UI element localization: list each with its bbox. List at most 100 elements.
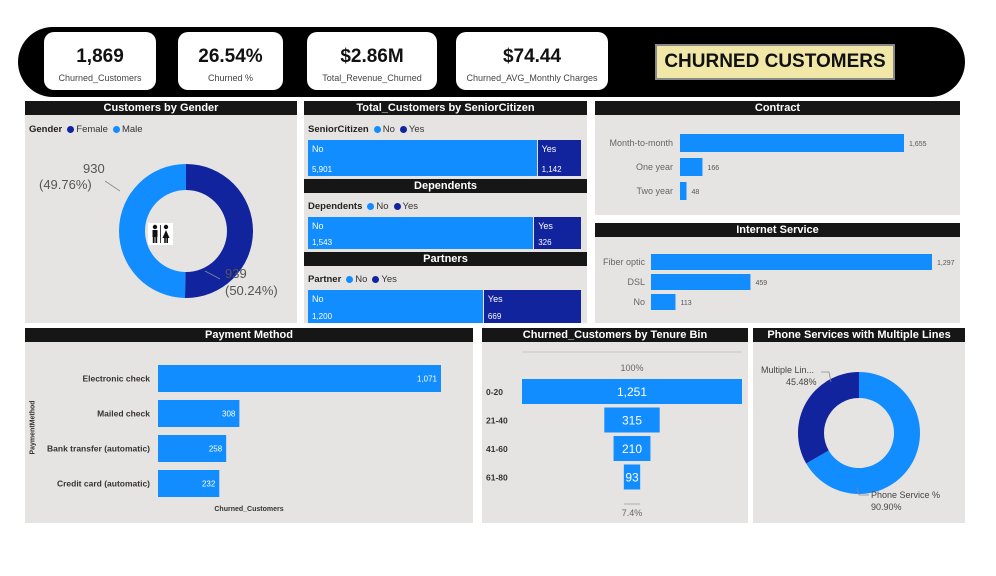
contract-bar-chart: Month-to-month 1,655 One year 166 Two year 48 <box>609 134 927 200</box>
restroom-icon <box>148 223 173 245</box>
legend-dot-yes <box>393 202 401 210</box>
panel-title: Phone Services with Multiple Lines <box>753 328 965 342</box>
male-pct-label: (49.76%) <box>39 177 92 192</box>
female-value-label: 939 <box>225 266 247 281</box>
funnel-category-label: 0-20 <box>486 387 503 397</box>
bar <box>651 254 932 270</box>
funnel-category-label: 61-80 <box>486 473 508 483</box>
kpi-label: Churned_Customers <box>58 73 142 83</box>
legend-dot-no <box>373 125 381 133</box>
bar <box>651 294 676 310</box>
legend-title: Gender <box>29 124 63 135</box>
tenure-funnel-chart: 100% 0-20 1,251 21-40 315 41-60 210 61-80 93 7.4% <box>486 351 742 518</box>
segment-value-label: 326 <box>538 238 552 247</box>
bar-value-label: 113 <box>680 300 691 307</box>
partners-stacked-bar: No 1,200 Yes 669 <box>308 290 582 323</box>
category-label: DSL <box>627 277 645 287</box>
bar-value-label: 48 <box>691 189 699 196</box>
leader-line-phone <box>856 487 869 496</box>
bar <box>158 470 220 497</box>
category-label: Two year <box>636 186 673 196</box>
kpi-label: Total_Revenue_Churned <box>322 73 422 83</box>
category-label: One year <box>636 162 673 172</box>
funnel-bar <box>604 407 660 433</box>
leader-line-multiple <box>821 371 832 383</box>
panel-title-partners: Partners <box>304 252 587 266</box>
y-axis-title: PaymentMethod <box>29 400 37 455</box>
donut-slice-female <box>184 164 254 298</box>
legend-no: No <box>355 274 368 285</box>
stacked-segment-yes: Yes 669 <box>483 290 581 323</box>
female-pct-label: (50.24%) <box>225 283 278 298</box>
payment-method-panel: Payment Method Electronic check 1,071 Mail… <box>25 328 473 523</box>
multiple-lines-value: 45.48% <box>786 377 817 387</box>
category-label: Month-to-month <box>609 138 673 148</box>
panel-title-dependents: Dependents <box>304 179 587 193</box>
funnel-value-label: 315 <box>622 414 642 428</box>
male-value-label: 930 <box>83 161 105 176</box>
funnel-category-label: 41-60 <box>486 444 508 454</box>
segment-category-label: No <box>312 144 324 154</box>
bar-value-label: 166 <box>707 165 719 172</box>
stacked-segment-no: No 5,901 <box>308 140 537 176</box>
legend-dot-male <box>112 125 120 133</box>
bar <box>158 365 441 392</box>
stacked-segment-yes: Yes 326 <box>534 217 581 249</box>
funnel-category-label: 21-40 <box>486 416 508 426</box>
gender-donut-chart: 930 (49.76%) 939 (50.24%) <box>39 161 278 298</box>
category-label: Credit card (automatic) <box>57 479 150 489</box>
seniorcitizen-stacked-bar: No 5,901 Yes 1,142 <box>308 140 582 176</box>
legend-yes: Yes <box>408 124 425 135</box>
donut-slice-male <box>119 164 186 298</box>
segment-value-label: 5,901 <box>312 165 333 174</box>
panel-title-seniorcitizen: Total_Customers by SeniorCitizen <box>304 101 587 115</box>
legend-dot-no <box>367 202 375 210</box>
tenure-bin-panel: Churned_Customers by Tenure Bin 100% 0-20… <box>482 328 748 523</box>
legend-dot-no <box>346 275 354 283</box>
bar <box>158 400 240 427</box>
funnel-bottom-pct: 7.4% <box>622 508 643 518</box>
funnel-value-label: 210 <box>622 442 642 456</box>
legend-title: SeniorCitizen <box>308 124 369 135</box>
funnel-bar <box>613 436 651 461</box>
kpi-label: Churned % <box>207 73 254 83</box>
kpi-label: Churned_AVG_Monthly Charges <box>466 73 598 83</box>
seniorcitizen-legend: SeniorCitizen No Yes <box>308 124 424 135</box>
kpi-value: $74.44 <box>502 46 562 67</box>
kpi-value: 26.54% <box>198 46 263 67</box>
kpi-value: $2.86M <box>340 46 404 67</box>
legend-dot-female <box>67 125 75 133</box>
phone-services-panel: Phone Services with Multiple Lines Multi… <box>753 328 965 523</box>
header-bar: 1,869 Churned_Customers 26.54% Churned %… <box>18 27 965 97</box>
phone-services-donut-chart: Multiple Lin... 45.48% Phone Service % 9… <box>761 365 940 512</box>
bar <box>158 435 227 462</box>
category-label: Electronic check <box>82 374 150 384</box>
legend-dot-yes <box>372 275 380 283</box>
category-label: Fiber optic <box>603 257 646 267</box>
panel-title: Contract <box>595 101 960 115</box>
phone-service-value: 90.90% <box>871 502 902 512</box>
contract-panel: Contract Month-to-month 1,655 One year 166 T… <box>595 101 960 215</box>
bar-value-label: 232 <box>202 480 216 489</box>
bar <box>680 134 904 152</box>
segment-category-label: No <box>312 294 324 304</box>
legend-title: Partner <box>308 274 342 285</box>
bar <box>651 274 751 290</box>
funnel-value-label: 93 <box>625 471 639 485</box>
segment-value-label: 669 <box>487 312 502 321</box>
banner-title: CHURNED CUSTOMERS <box>655 44 895 80</box>
bar-value-label: 1,655 <box>909 141 927 148</box>
bar-value-label: 258 <box>209 445 223 454</box>
segment-value-label: 1,543 <box>312 238 333 247</box>
segment-value-label: 1,200 <box>312 312 333 321</box>
legend-female: Female <box>76 124 108 135</box>
legend-yes: Yes <box>402 201 419 212</box>
bar-value-label: 459 <box>755 280 767 287</box>
dependents-stacked-bar: No 1,543 Yes 326 <box>308 217 582 249</box>
demographics-panel: Total_Customers by SeniorCitizen SeniorC… <box>304 101 587 323</box>
legend-male: Male <box>121 124 143 135</box>
legend-dot-yes <box>399 125 407 133</box>
segment-category-label: Yes <box>538 221 553 231</box>
panel-title: Internet Service <box>595 223 960 237</box>
bar-value-label: 308 <box>222 410 236 419</box>
